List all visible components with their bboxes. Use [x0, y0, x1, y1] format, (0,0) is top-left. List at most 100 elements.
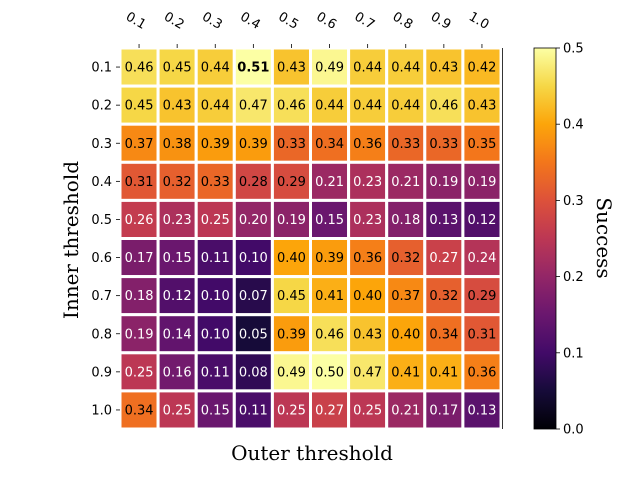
heatmap-cell: [309, 275, 351, 317]
x-tick-label: 0.9: [428, 9, 453, 32]
heatmap-cell: [423, 84, 465, 126]
cell-value-label: 0.10: [201, 327, 230, 342]
cell-value-label: 0.39: [201, 137, 230, 152]
cell-value-label: 0.33: [201, 175, 230, 190]
colorbar-tick-label: 0.2: [563, 270, 584, 285]
cell-value-label: 0.21: [315, 175, 344, 190]
cell-value-label: 0.33: [391, 137, 420, 152]
cell-value-label: 0.35: [467, 137, 496, 152]
cell-value-label: 0.36: [353, 251, 382, 266]
cell-value-label: 0.51: [237, 61, 269, 76]
heatmap-cell: [461, 313, 503, 355]
cell-value-label: 0.16: [163, 365, 192, 380]
cell-value-label: 0.47: [239, 99, 268, 114]
cell-value-label: 0.15: [315, 213, 344, 228]
colorbar-tick-label: 0.5: [563, 42, 584, 57]
heatmap-cell: [194, 389, 236, 431]
cell-value-label: 0.41: [429, 365, 458, 380]
heatmap-cell: [347, 84, 389, 126]
colorbar-tick-label: 0.4: [563, 118, 584, 133]
heatmap-cell: [423, 237, 465, 279]
cell-value-label: 0.31: [125, 175, 154, 190]
cell-value-label: 0.31: [467, 327, 496, 342]
x-tick-label: 0.1: [123, 9, 148, 32]
cell-value-label: 0.07: [239, 289, 268, 304]
heatmap-cell: [232, 389, 274, 431]
cell-value-label: 0.08: [239, 365, 268, 380]
y-tick-label: 0.8: [91, 327, 112, 342]
heatmap-cell: [232, 237, 274, 279]
cell-value-label: 0.44: [315, 99, 344, 114]
cell-value-label: 0.37: [125, 137, 154, 152]
cell-value-label: 0.44: [353, 99, 382, 114]
cell-value-label: 0.11: [201, 251, 230, 266]
cell-value-label: 0.27: [429, 251, 458, 266]
cell-value-label: 0.46: [277, 99, 306, 114]
cell-value-label: 0.44: [201, 61, 230, 76]
cell-value-label: 0.43: [467, 99, 496, 114]
heatmap-cell: [461, 198, 503, 240]
cell-value-label: 0.17: [429, 403, 458, 418]
colorbar-gradient: [533, 47, 557, 430]
cell-value-label: 0.43: [277, 61, 306, 76]
cell-value-label: 0.25: [353, 403, 382, 418]
cell-value-label: 0.43: [429, 61, 458, 76]
cell-value-label: 0.36: [467, 365, 496, 380]
cell-value-label: 0.39: [277, 327, 306, 342]
cell-value-label: 0.19: [467, 175, 496, 190]
y-tick-label: 0.1: [91, 61, 112, 76]
y-tick-label: 0.3: [91, 137, 112, 152]
cell-value-label: 0.44: [201, 99, 230, 114]
heatmap-cell: [309, 198, 351, 240]
cell-value-label: 0.36: [353, 137, 382, 152]
cell-value-label: 0.47: [353, 365, 382, 380]
cell-value-label: 0.41: [315, 289, 344, 304]
cell-value-label: 0.43: [163, 99, 192, 114]
cell-value-label: 0.49: [315, 61, 344, 76]
heatmap-cell: [347, 389, 389, 431]
x-tick-label: 0.6: [314, 9, 339, 32]
x-tick-label: 0.2: [161, 9, 186, 32]
cell-value-label: 0.21: [391, 403, 420, 418]
cell-value-label: 0.19: [429, 175, 458, 190]
cell-value-label: 0.38: [163, 137, 192, 152]
heatmap-cell: [309, 160, 351, 202]
cell-value-label: 0.46: [429, 99, 458, 114]
cell-value-label: 0.12: [163, 289, 192, 304]
cell-value-label: 0.13: [429, 213, 458, 228]
x-tick-label: 0.3: [199, 9, 224, 32]
cell-value-label: 0.37: [391, 289, 420, 304]
cell-value-label: 0.32: [429, 289, 458, 304]
cell-value-label: 0.28: [239, 175, 268, 190]
cell-value-label: 0.39: [315, 251, 344, 266]
cell-value-label: 0.49: [277, 365, 306, 380]
cell-value-label: 0.45: [163, 61, 192, 76]
heatmap-cell: [461, 389, 503, 431]
heatmap-cell: [118, 275, 160, 317]
y-tick-label: 1.0: [91, 403, 112, 418]
heatmap-cell: [194, 122, 236, 164]
cell-value-label: 0.18: [125, 289, 154, 304]
cell-value-label: 0.40: [277, 251, 306, 266]
colorbar-title: Success: [592, 197, 616, 278]
cell-value-label: 0.21: [391, 175, 420, 190]
x-tick-label: 0.4: [237, 9, 262, 32]
heatmap-cell: [118, 160, 160, 202]
x-tick-labels: 0.1 0.2 0.3 0.4 0.5 0.6 0.7 0.8 0.9 1.0: [123, 9, 491, 48]
cell-value-label: 0.15: [201, 403, 230, 418]
cell-value-label: 0.25: [125, 365, 154, 380]
colorbar-tick-label: 0.3: [563, 194, 584, 209]
cell-value-label: 0.20: [239, 213, 268, 228]
x-tick-label: 0.8: [390, 9, 415, 32]
cell-value-label: 0.26: [125, 213, 154, 228]
cell-value-label: 0.44: [391, 61, 420, 76]
cell-value-label: 0.10: [239, 251, 268, 266]
heatmap-cells: 0.46 0.45 0.44 0.51 0.43 0.49 0.44 0.44 0.43 0.42…: [118, 46, 503, 431]
cell-value-label: 0.46: [315, 327, 344, 342]
y-tick-label: 0.7: [91, 289, 112, 304]
cell-value-label: 0.10: [201, 289, 230, 304]
cell-value-label: 0.15: [163, 251, 192, 266]
cell-value-label: 0.11: [201, 365, 230, 380]
cell-value-label: 0.12: [467, 213, 496, 228]
